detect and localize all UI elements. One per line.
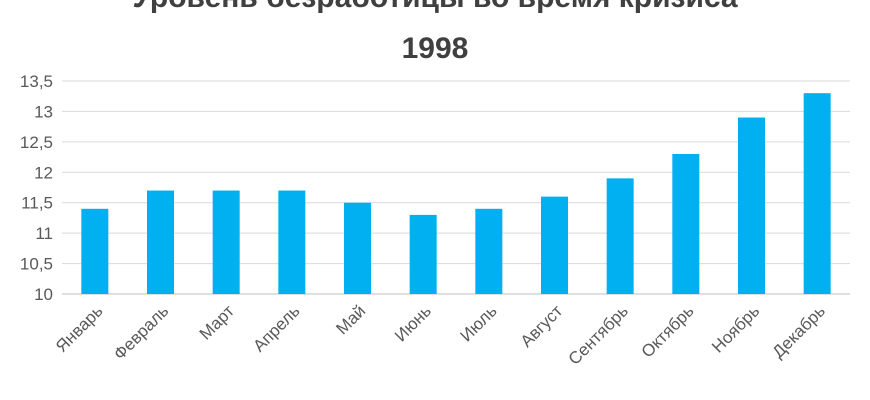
y-tick-label: 11 bbox=[35, 224, 53, 243]
x-axis-ticks: Январь Февраль Март Апрель Май Июнь Июль Август… bbox=[52, 301, 829, 368]
bar-5 bbox=[344, 202, 371, 294]
x-tick-label: Ноябрь bbox=[708, 301, 763, 356]
x-tick-label: Июль bbox=[457, 301, 501, 345]
bar-9 bbox=[606, 178, 634, 294]
x-tick-label: Август bbox=[517, 301, 567, 351]
x-tick-label: Сентябрь bbox=[565, 301, 632, 368]
x-tick-label: Май bbox=[332, 301, 369, 338]
bar-2 bbox=[147, 190, 174, 294]
x-tick-label: Январь bbox=[52, 301, 107, 356]
gridlines bbox=[62, 80, 850, 295]
bar-8 bbox=[541, 196, 568, 294]
y-tick-label: 13 bbox=[34, 102, 53, 121]
y-tick-label: 12,5 bbox=[20, 133, 53, 152]
x-tick-label: Декабрь bbox=[769, 301, 829, 361]
y-axis-ticks: 10 10,5 11 11,5 12 12,5 13 13,5 bbox=[20, 72, 53, 304]
y-tick-label: 13,5 bbox=[20, 72, 53, 91]
bar-7 bbox=[475, 208, 503, 294]
bar-3 bbox=[212, 190, 240, 294]
x-tick-label: Октябрь bbox=[638, 301, 698, 361]
chart-title-line-2: 1998 bbox=[401, 32, 469, 65]
bars bbox=[81, 93, 831, 295]
bar-4 bbox=[278, 190, 306, 294]
x-tick-label: Июнь bbox=[391, 301, 435, 345]
y-tick-label: 12 bbox=[34, 163, 53, 182]
y-tick-label: 11,5 bbox=[21, 194, 53, 213]
x-tick-label: Февраль bbox=[110, 301, 172, 363]
chart-title-line-1: Уровень безработицы во время кризиса bbox=[0, 0, 870, 15]
bar-11 bbox=[738, 117, 765, 294]
y-tick-label: 10,5 bbox=[20, 255, 53, 274]
bar-12 bbox=[803, 93, 831, 295]
x-tick-label: Апрель bbox=[249, 301, 303, 355]
y-tick-label: 10 bbox=[34, 285, 53, 304]
bar-6 bbox=[409, 214, 437, 294]
bar-10 bbox=[672, 154, 700, 294]
bar-1 bbox=[81, 208, 109, 294]
x-tick-label: Март bbox=[196, 301, 238, 343]
